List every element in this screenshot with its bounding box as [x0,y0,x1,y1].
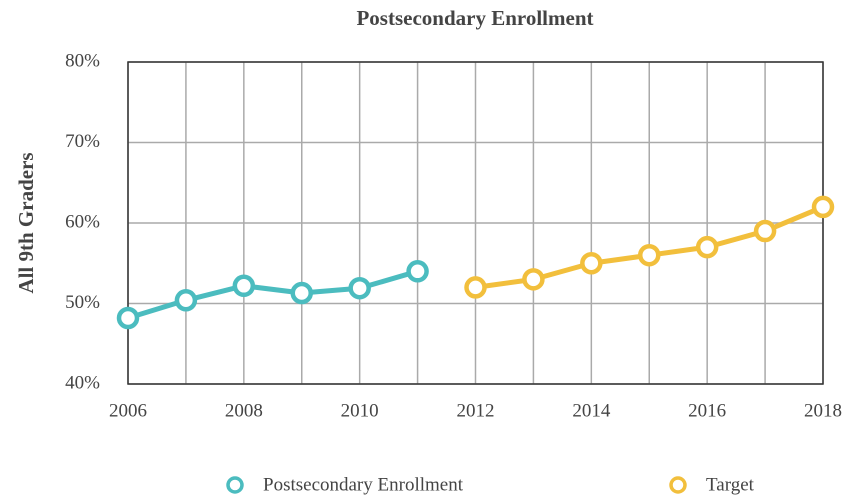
data-point [580,252,603,275]
data-point [232,274,256,298]
y-tick-label: 60% [65,211,100,232]
data-point [348,276,371,300]
x-tick-label: 2008 [225,400,263,421]
y-axis-label: All 9th Graders [14,152,38,293]
x-tick-label: 2018 [804,400,842,421]
data-point [290,281,313,305]
chart-title: Postsecondary Enrollment [356,6,593,30]
data-point [753,219,777,243]
data-point [406,260,429,283]
legend-marker [226,476,244,494]
x-tick-label: 2014 [572,400,611,421]
y-tick-label: 80% [65,50,100,71]
plot-frame [127,61,824,385]
y-tick-label: 40% [65,372,100,393]
legend-label: Target [706,474,755,495]
x-tick-label: 2010 [341,400,379,421]
x-tick-label: 2016 [688,400,726,421]
x-tick-label: 2012 [457,400,495,421]
data-point [811,195,835,219]
y-tick-label: 70% [65,131,100,152]
legend-label: Postsecondary Enrollment [263,474,464,495]
series-line [127,268,419,321]
data-point [174,289,198,312]
legend-marker [669,476,687,494]
x-tick-label: 2006 [109,400,147,421]
data-point [464,276,487,299]
data-point [522,268,545,291]
y-tick-label: 50% [65,292,100,313]
data-point [638,243,661,267]
data-point [695,235,719,259]
data-point [116,306,140,330]
